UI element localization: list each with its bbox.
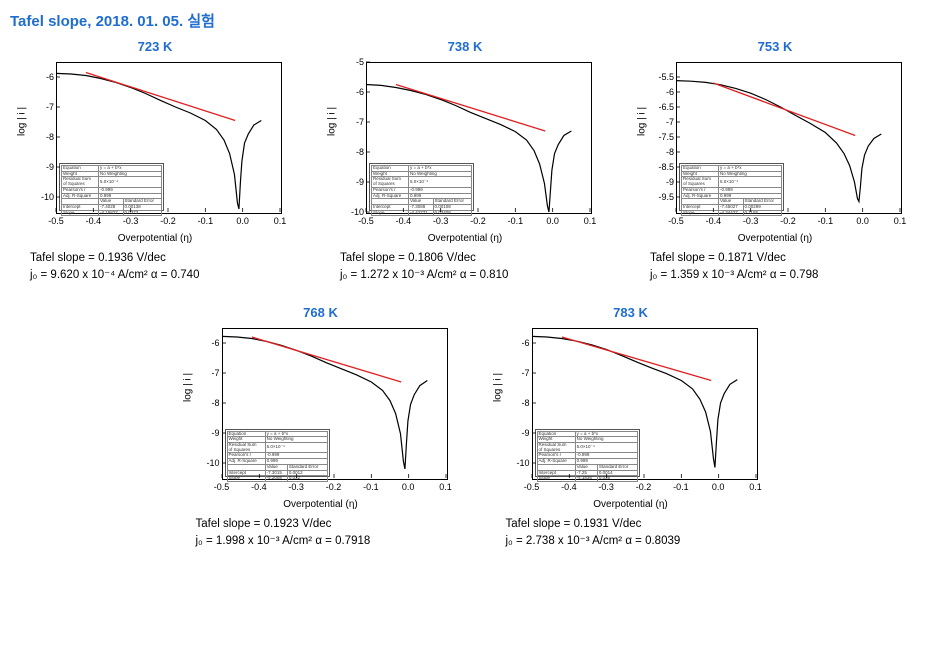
panel-title: 738 K (448, 39, 483, 54)
tafel-plot: Equationy = a + b*xWeightNo WeightingRes… (640, 56, 910, 246)
panel-title: 753 K (758, 39, 793, 54)
j0-alpha-text: j₀ = 1.998 x 10⁻³ A/cm² α = 0.7918 (196, 533, 466, 550)
tafel-plot: Equationy = a + b*xWeightNo WeightingRes… (330, 56, 600, 246)
annotation: Tafel slope = 0.1923 V/dec j₀ = 1.998 x … (176, 516, 466, 551)
tafel-slope-text: Tafel slope = 0.1936 V/dec (30, 250, 300, 267)
row-2: 768 K Equationy = a + b*xWeightNo Weight… (10, 305, 931, 551)
panel-783k: 783 K Equationy = a + b*xWeightNo Weight… (486, 305, 776, 551)
annotation: Tafel slope = 0.1871 V/dec j₀ = 1.359 x … (630, 250, 920, 285)
panel-title: 783 K (613, 305, 648, 320)
tafel-plot: Equationy = a + b*xWeightNo WeightingRes… (20, 56, 290, 246)
j0-alpha-text: j₀ = 9.620 x 10⁻⁴ A/cm² α = 0.740 (30, 267, 300, 284)
panel-723k: 723 K Equationy = a + b*xWeightNo Weight… (10, 39, 300, 285)
annotation: Tafel slope = 0.1931 V/dec j₀ = 2.738 x … (486, 516, 776, 551)
tafel-slope-text: Tafel slope = 0.1806 V/dec (340, 250, 610, 267)
page-title: Tafel slope, 2018. 01. 05. 실험 (10, 10, 931, 31)
tafel-slope-text: Tafel slope = 0.1871 V/dec (650, 250, 920, 267)
annotation: Tafel slope = 0.1936 V/dec j₀ = 9.620 x … (10, 250, 300, 285)
panel-title: 768 K (303, 305, 338, 320)
panel-768k: 768 K Equationy = a + b*xWeightNo Weight… (176, 305, 466, 551)
tafel-slope-text: Tafel slope = 0.1923 V/dec (196, 516, 466, 533)
tafel-plot: Equationy = a + b*xWeightNo WeightingRes… (496, 322, 766, 512)
tafel-plot: Equationy = a + b*xWeightNo WeightingRes… (186, 322, 456, 512)
row-1: 723 K Equationy = a + b*xWeightNo Weight… (10, 39, 931, 285)
panel-753k: 753 K Equationy = a + b*xWeightNo Weight… (630, 39, 920, 285)
j0-alpha-text: j₀ = 2.738 x 10⁻³ A/cm² α = 0.8039 (506, 533, 776, 550)
panel-738k: 738 K Equationy = a + b*xWeightNo Weight… (320, 39, 610, 285)
tafel-slope-text: Tafel slope = 0.1931 V/dec (506, 516, 776, 533)
annotation: Tafel slope = 0.1806 V/dec j₀ = 1.272 x … (320, 250, 610, 285)
panel-title: 723 K (138, 39, 173, 54)
j0-alpha-text: j₀ = 1.272 x 10⁻³ A/cm² α = 0.810 (340, 267, 610, 284)
j0-alpha-text: j₀ = 1.359 x 10⁻³ A/cm² α = 0.798 (650, 267, 920, 284)
